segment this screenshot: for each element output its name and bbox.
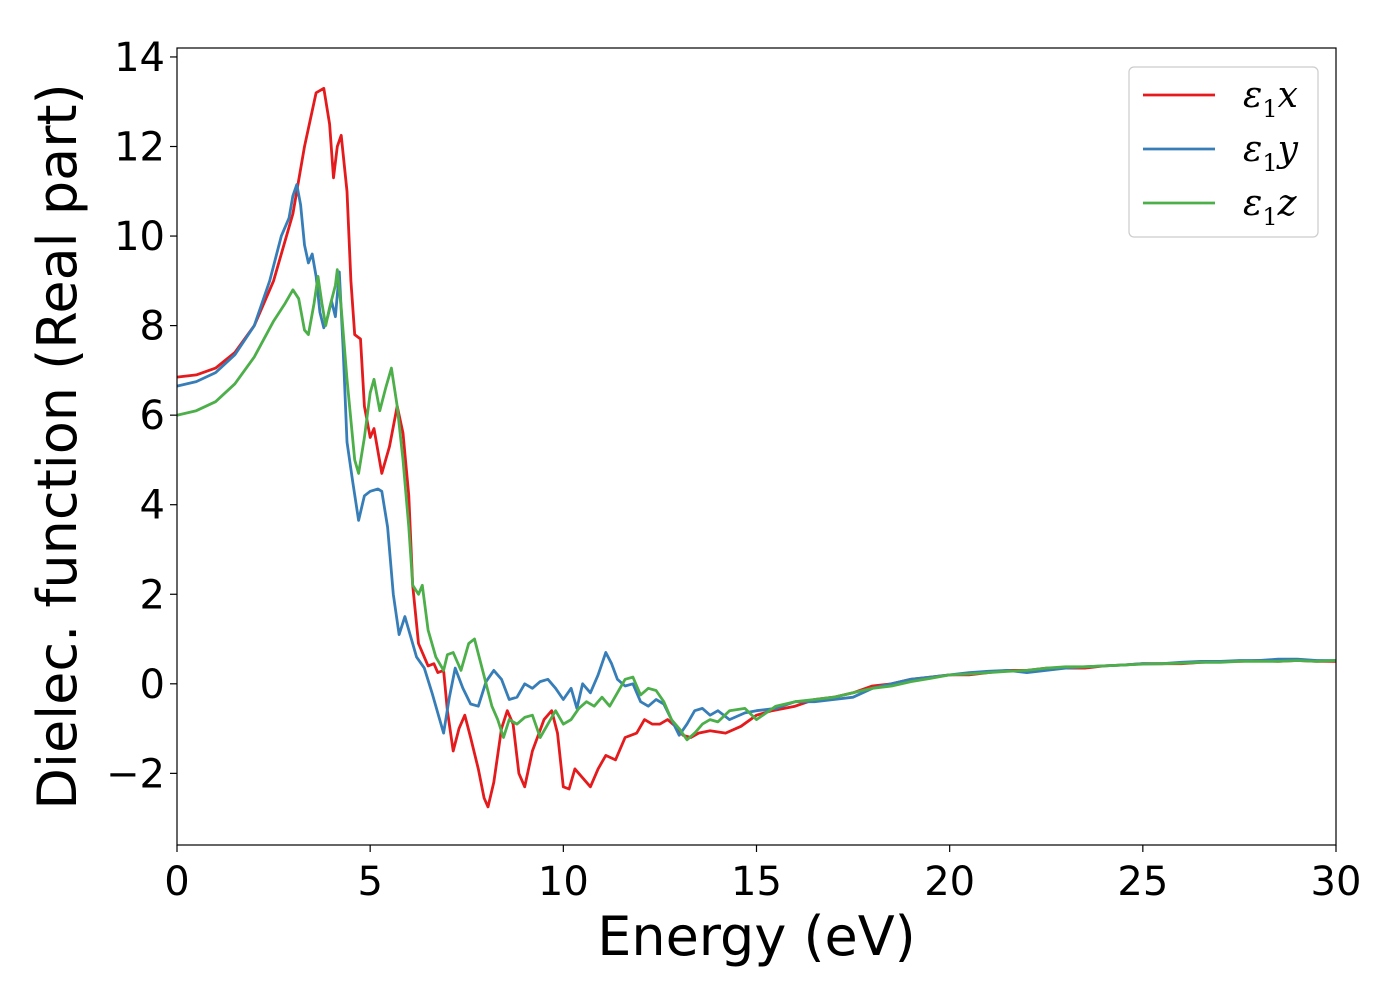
y-tick-label: 12 [114,125,165,171]
x-tick-label: 25 [1117,859,1168,905]
legend-label-base: ε [1243,129,1262,170]
legend-label-x: ε1x [1243,75,1298,123]
y-tick-label: 10 [114,214,165,260]
y-tick-label: 14 [114,35,165,81]
legend-label-tail: y [1276,129,1299,170]
legend-label-subscript: 1 [1262,203,1277,231]
x-tick-label: 20 [924,859,975,905]
y-tick-label: −2 [106,751,165,797]
legend-label-base: ε [1243,75,1262,116]
legend-label-tail: z [1277,183,1298,224]
legend-label-y: ε1y [1243,129,1299,177]
y-tick-label: 4 [140,483,165,529]
x-tick-label: 15 [731,859,782,905]
x-axis-label: Energy (eV) [597,905,916,968]
legend-label-z: ε1z [1243,183,1298,231]
legend-label-subscript: 1 [1262,149,1277,177]
x-tick-label: 30 [1311,859,1362,905]
axis-ticks: 0 5 10 15 20 25 30 −2 0 2 4 6 8 10 12 14 [106,35,1361,905]
series-line-z [176,268,1337,742]
y-tick-label: 0 [140,662,165,708]
y-tick-label: 8 [140,304,165,350]
x-tick-label: 10 [538,859,589,905]
legend-label-subscript: 1 [1262,95,1277,123]
y-tick-label: 6 [140,393,165,439]
x-tick-label: 5 [357,859,382,905]
legend-label-base: ε [1243,183,1262,224]
y-axis-label: Dielec. function (Real part) [26,83,89,809]
series-layer [176,86,1337,809]
y-tick-label: 2 [140,572,165,618]
legend-label-tail: x [1278,75,1298,116]
x-tick-label: 0 [164,859,189,905]
legend-box [1128,66,1319,238]
